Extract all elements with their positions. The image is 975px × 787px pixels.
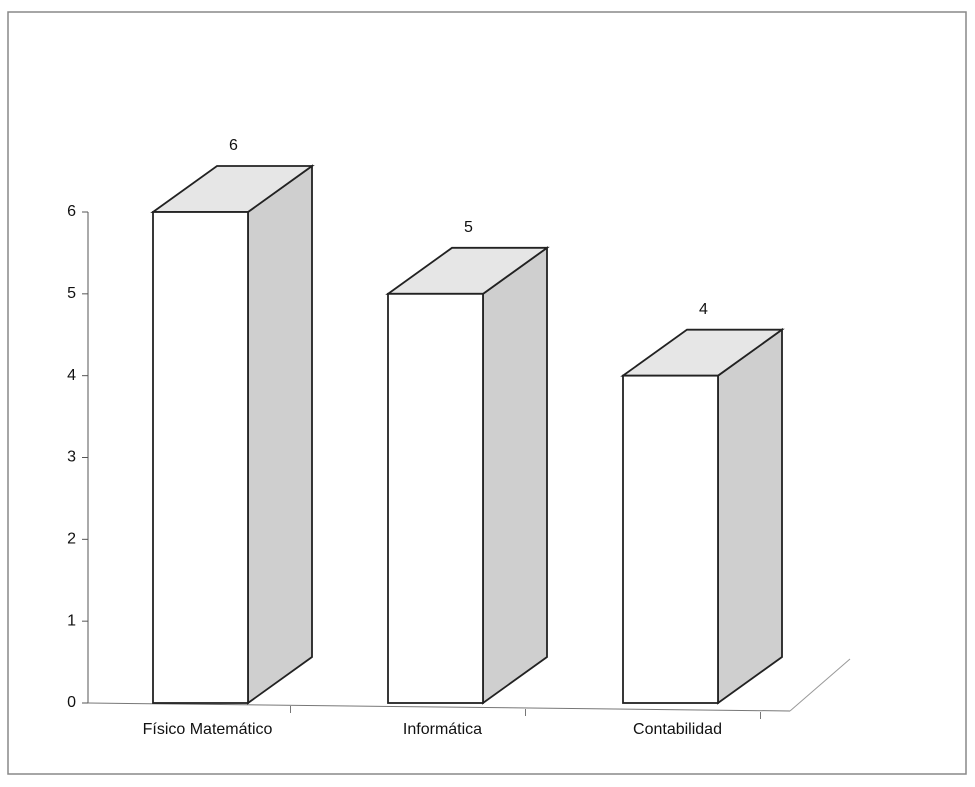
bar-side (247, 164, 313, 705)
bar (387, 292, 484, 704)
y-tick-label: 4 (67, 367, 76, 384)
x-tick-label: Contabilidad (633, 721, 722, 738)
bar (622, 374, 719, 704)
y-tick-label: 5 (67, 285, 76, 302)
data-label: 6 (229, 137, 238, 154)
data-label: 4 (699, 301, 708, 318)
floor-edge (789, 658, 851, 712)
y-tick-label: 3 (67, 449, 76, 466)
bar (152, 211, 249, 704)
x-axis (87, 702, 791, 712)
y-tick-label: 1 (67, 612, 76, 629)
y-tick-label: 2 (67, 531, 76, 548)
bar-side (482, 246, 548, 705)
y-tick-label: 6 (67, 203, 76, 220)
y-tick-label: 0 (67, 694, 76, 711)
x-tick-label: Informática (403, 721, 482, 738)
data-label: 5 (464, 219, 473, 236)
x-tick-label: Físico Matemático (143, 721, 273, 738)
bar-side (717, 327, 783, 705)
